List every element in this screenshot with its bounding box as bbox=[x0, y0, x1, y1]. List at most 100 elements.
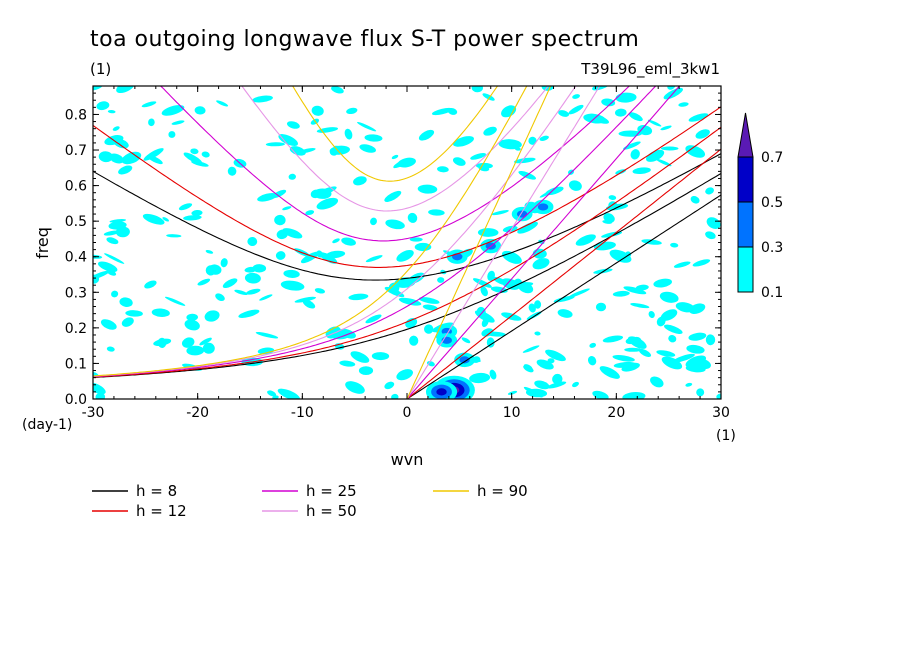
contour-patch bbox=[672, 353, 695, 363]
contour-patch bbox=[178, 203, 193, 211]
contour-patch bbox=[469, 372, 491, 384]
contour-patch bbox=[409, 237, 423, 242]
contour-patch bbox=[592, 390, 609, 399]
contour-patch bbox=[405, 318, 418, 328]
contour-patch bbox=[673, 261, 691, 268]
contour-patch bbox=[205, 250, 214, 254]
contour-patch bbox=[407, 212, 418, 223]
plot-area bbox=[92, 85, 722, 400]
contour-patch bbox=[161, 105, 185, 116]
contour-patch bbox=[422, 304, 438, 311]
contour-patch bbox=[688, 113, 709, 122]
x-tick-label: 10 bbox=[503, 405, 521, 421]
contour-patch bbox=[311, 105, 324, 116]
contour-patch bbox=[394, 277, 416, 288]
contour-patch bbox=[190, 148, 199, 155]
contour-patch bbox=[695, 129, 710, 139]
contour-patch bbox=[656, 158, 672, 167]
contour-patch bbox=[461, 337, 471, 344]
contour-patch bbox=[705, 231, 716, 240]
contour-patch bbox=[534, 380, 550, 390]
contour-patch bbox=[234, 289, 248, 296]
colorbar-label: 0.7 bbox=[761, 150, 783, 166]
colorbar-band bbox=[737, 156, 754, 203]
contour-patch bbox=[171, 120, 185, 125]
contour-patch bbox=[678, 102, 689, 107]
contour-patch bbox=[632, 167, 651, 175]
contour-patch bbox=[528, 303, 536, 313]
contour-patch bbox=[302, 299, 316, 309]
y-tick-label: 0.3 bbox=[65, 285, 87, 301]
contour-patch bbox=[204, 310, 220, 322]
y-tick-label: 0.0 bbox=[65, 392, 87, 408]
contour-patch bbox=[318, 252, 338, 264]
contour-patch bbox=[447, 107, 458, 115]
contour-patch bbox=[96, 101, 110, 111]
curve-h8-mrg bbox=[93, 173, 721, 379]
contour-patch bbox=[384, 190, 402, 202]
contour-patch bbox=[186, 345, 205, 356]
contour-patch bbox=[685, 382, 693, 387]
contour-patch bbox=[552, 373, 563, 385]
dispersion-curves bbox=[93, 86, 721, 399]
contour-patch bbox=[98, 151, 113, 163]
contour-patch bbox=[489, 369, 497, 380]
chart-title: toa outgoing longwave flux S-T power spe… bbox=[90, 27, 639, 52]
contour-patch bbox=[595, 302, 607, 312]
contour-patch bbox=[329, 145, 350, 155]
contour-patch bbox=[370, 217, 377, 226]
contour-patch bbox=[431, 107, 453, 116]
contour-patch bbox=[424, 324, 434, 334]
contour-patch bbox=[111, 290, 119, 298]
contour-patch bbox=[288, 173, 296, 180]
contour-patch bbox=[118, 165, 133, 175]
contour-patch bbox=[391, 154, 399, 160]
contour-patch bbox=[628, 112, 643, 122]
contour-patch bbox=[514, 147, 521, 151]
contour-patch bbox=[624, 347, 642, 352]
contour-patch bbox=[589, 342, 597, 348]
contour-patch bbox=[358, 366, 374, 376]
contour-patch bbox=[259, 294, 273, 301]
contour-patch bbox=[630, 149, 640, 160]
contour-patch bbox=[202, 342, 215, 354]
contour-patch bbox=[623, 286, 647, 295]
colorbar-band bbox=[737, 201, 754, 248]
contour-patch bbox=[452, 157, 466, 166]
contour-patch bbox=[280, 280, 305, 291]
contour-patch bbox=[482, 93, 495, 101]
contour-patch bbox=[106, 269, 117, 276]
y-tick-label: 0.6 bbox=[65, 179, 87, 195]
contour-patch bbox=[112, 126, 120, 131]
peak-level-2 bbox=[436, 388, 447, 396]
contour-patch bbox=[168, 131, 176, 138]
colorbar-label: 0.3 bbox=[761, 240, 783, 256]
colorbar-band bbox=[737, 246, 754, 293]
contour-patch bbox=[623, 141, 641, 150]
contour-patch bbox=[417, 184, 438, 194]
contour-patch bbox=[286, 121, 300, 129]
x-tick-label: -10 bbox=[291, 405, 314, 421]
contour-patch bbox=[601, 98, 616, 107]
contour-patch bbox=[216, 100, 229, 107]
contour-patch bbox=[603, 213, 615, 223]
contour-patch bbox=[181, 337, 195, 348]
contour-patch bbox=[357, 122, 377, 132]
contour-patch bbox=[622, 392, 646, 399]
contour-patch bbox=[558, 110, 570, 117]
contour-patch bbox=[104, 253, 125, 264]
contour-patch bbox=[345, 381, 365, 394]
colorbar-label: 0.5 bbox=[761, 195, 783, 211]
contour-patch bbox=[523, 386, 543, 398]
contour-patch bbox=[631, 336, 642, 345]
contour-patch bbox=[141, 101, 157, 108]
contour-patch bbox=[144, 280, 157, 289]
colorbar-label: 0.1 bbox=[761, 285, 783, 301]
contour-patch bbox=[572, 94, 580, 99]
units-label: (1) bbox=[90, 60, 111, 78]
curve-h50-mrg bbox=[93, 86, 577, 377]
contour-patch bbox=[534, 300, 542, 309]
contour-patch bbox=[252, 264, 267, 273]
contour-patch bbox=[153, 338, 172, 346]
contour-patch bbox=[480, 286, 488, 297]
